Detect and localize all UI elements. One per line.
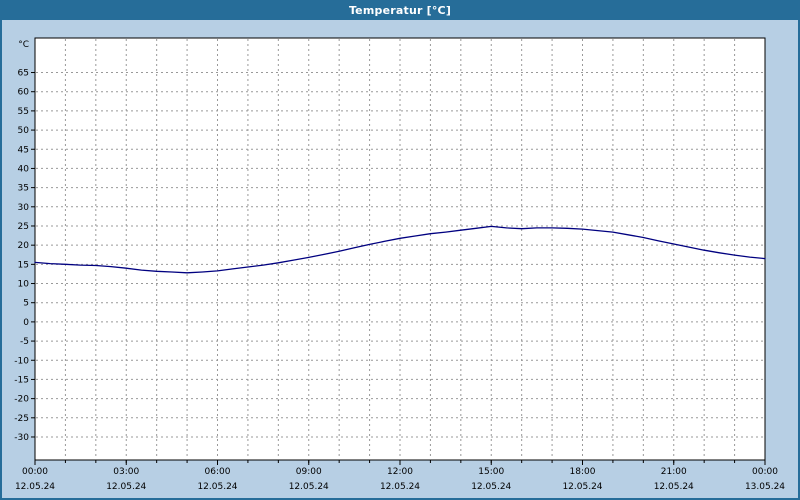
y-axis-tick-label: -30 xyxy=(14,433,29,443)
x-axis-date-label: 12.05.24 xyxy=(197,482,237,492)
x-axis-time-label: 00:00 xyxy=(22,467,48,477)
y-axis-tick-label: 55 xyxy=(18,107,29,117)
y-axis-tick-label: 65 xyxy=(18,69,29,79)
x-axis-time-label: 12:00 xyxy=(387,467,413,477)
temperature-chart: 65605550454035302520151050-5-10-15-20-25… xyxy=(14,37,785,492)
temperature-line xyxy=(34,225,766,274)
x-axis-date-label: 12.05.24 xyxy=(106,482,146,492)
y-axis-tick-label: 20 xyxy=(18,241,30,251)
x-axis-date-label: 12.05.24 xyxy=(654,482,694,492)
y-axis-unit-label: °C xyxy=(18,40,29,50)
x-axis-date-label: 12.05.24 xyxy=(471,482,511,492)
y-axis-tick-label: 50 xyxy=(18,126,30,136)
x-axis-date-label: 12.05.24 xyxy=(380,482,420,492)
x-axis-time-label: 06:00 xyxy=(205,467,231,477)
y-axis-tick-label: 25 xyxy=(18,222,29,232)
x-axis-time-label: 21:00 xyxy=(661,467,687,477)
y-axis-tick-label: 40 xyxy=(18,164,30,174)
window-title: Temperatur [°C] xyxy=(348,3,452,17)
y-axis-tick-label: 15 xyxy=(18,260,29,270)
y-axis-tick-label: -25 xyxy=(14,414,29,424)
x-axis-date-label: 12.05.24 xyxy=(15,482,55,492)
y-axis-tick-label: 30 xyxy=(18,203,30,213)
x-axis-date-label: 13.05.24 xyxy=(745,482,785,492)
y-axis-tick-label: -5 xyxy=(20,337,29,347)
x-axis-time-label: 18:00 xyxy=(570,467,596,477)
y-axis-tick-label: -15 xyxy=(14,375,29,385)
y-axis-tick-label: -10 xyxy=(14,356,29,366)
y-axis-tick-label: 0 xyxy=(23,318,29,328)
y-axis-tick-label: -20 xyxy=(14,395,29,405)
window-titlebar: Temperatur [°C] xyxy=(0,0,800,20)
y-axis-tick-label: 60 xyxy=(18,88,30,98)
x-axis-time-label: 03:00 xyxy=(113,467,139,477)
x-axis-time-label: 00:00 xyxy=(752,467,778,477)
y-axis-tick-label: 35 xyxy=(18,184,29,194)
x-axis-time-label: 15:00 xyxy=(478,467,504,477)
y-axis-tick-label: 5 xyxy=(23,299,29,309)
x-axis-date-label: 12.05.24 xyxy=(562,482,602,492)
x-axis-date-label: 12.05.24 xyxy=(289,482,329,492)
x-axis-time-label: 09:00 xyxy=(296,467,322,477)
y-axis-tick-label: 45 xyxy=(18,145,29,155)
y-axis-tick-label: 10 xyxy=(18,280,30,290)
